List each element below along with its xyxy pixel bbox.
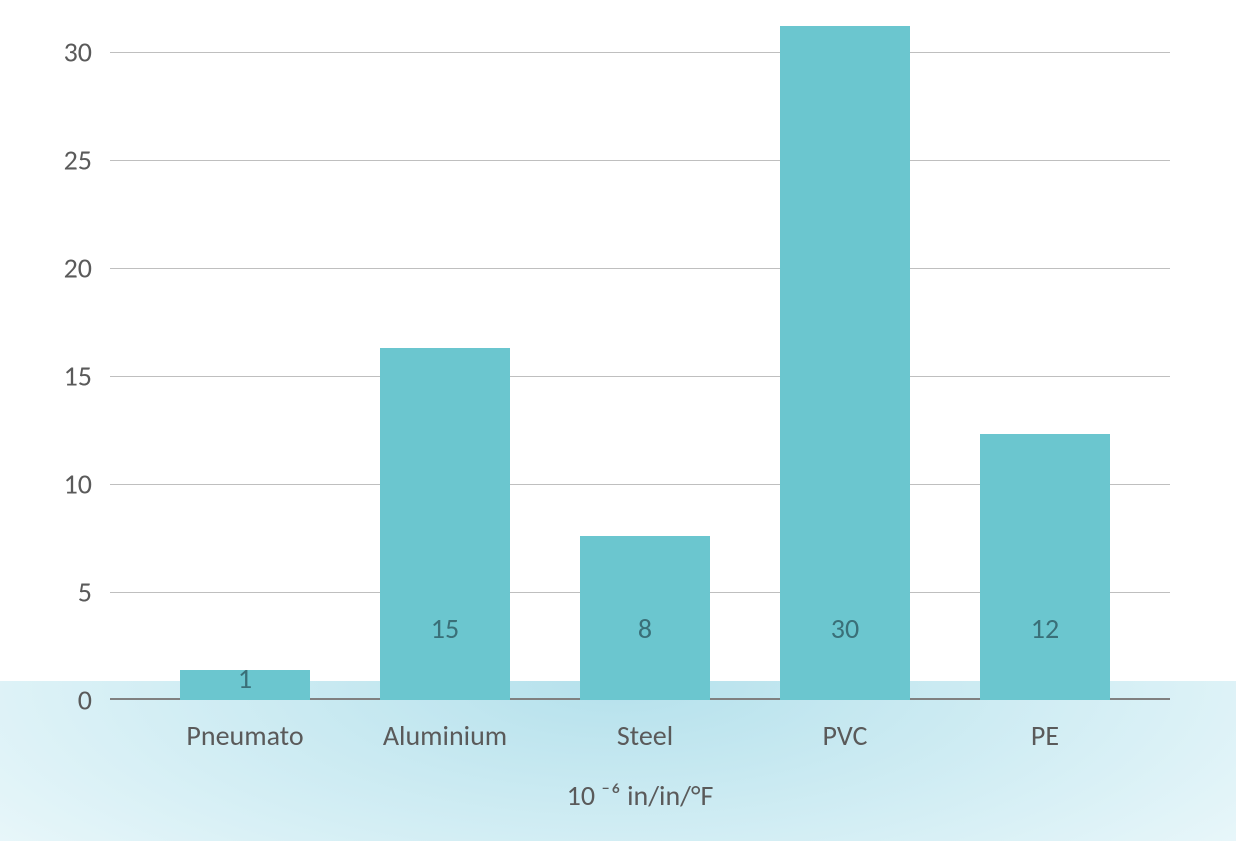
- y-tick-label: 5: [12, 575, 92, 610]
- bar: 8: [580, 536, 710, 700]
- x-tick-label: PE: [1031, 718, 1059, 753]
- x-axis-title: 10 ⁻⁶ in/in/°F: [567, 778, 714, 813]
- y-tick-label: 0: [12, 683, 92, 718]
- x-tick-label: Pneumato: [186, 718, 303, 753]
- x-tick-label: Steel: [617, 718, 673, 753]
- y-tick-label: 30: [12, 35, 92, 70]
- y-tick-label: 10: [12, 467, 92, 502]
- bar-value-label: 8: [580, 611, 710, 646]
- gridline: [110, 52, 1170, 53]
- bar: 30: [780, 26, 910, 700]
- gridline: [110, 376, 1170, 377]
- plot-area: 1 15 8 30 12: [110, 20, 1170, 700]
- y-tick-label: 15: [12, 359, 92, 394]
- bar-value-label: 15: [380, 611, 510, 646]
- bar: 12: [980, 434, 1110, 700]
- y-tick-label: 20: [12, 251, 92, 286]
- bar: 15: [380, 348, 510, 700]
- y-tick-label: 25: [12, 143, 92, 178]
- gridline: [110, 268, 1170, 269]
- thermal-expansion-chart: 1 15 8 30 12 0 5 10 15 20 25 30 Pneumato Aluminium St…: [0, 0, 1236, 841]
- x-tick-label: PVC: [823, 718, 868, 753]
- bar-value-label: 30: [780, 611, 910, 646]
- x-tick-label: Aluminium: [383, 718, 507, 753]
- gridline: [110, 160, 1170, 161]
- bar-value-label: 12: [980, 611, 1110, 646]
- bar: 1: [180, 670, 310, 700]
- bar-value-label: 1: [180, 661, 310, 696]
